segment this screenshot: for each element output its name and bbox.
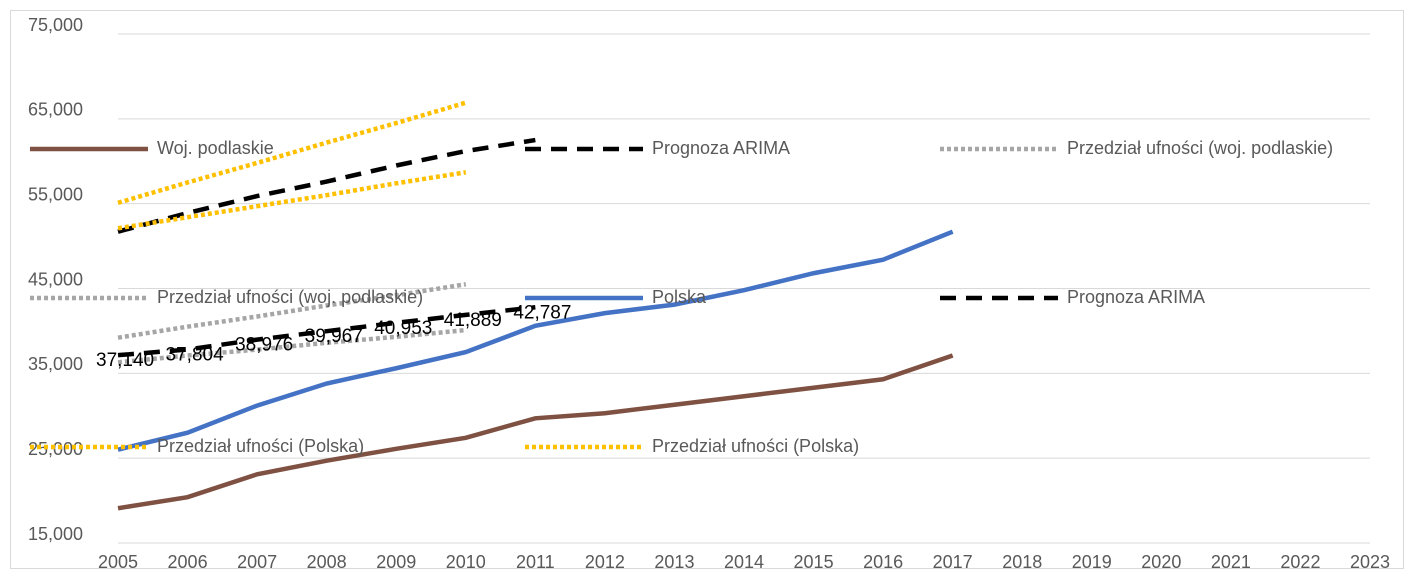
series-line [117,170,467,231]
series-line [117,100,467,205]
legend-label: Przedział ufności (Polska) [157,436,364,456]
x-tick-label: 2023 [1350,552,1390,572]
x-tick-label: 2017 [933,552,973,572]
y-tick-label: 65,000 [28,100,83,120]
legend-label: Przedział ufności (woj. podlaskie) [157,287,423,307]
x-tick-label: 2021 [1211,552,1251,572]
series-line [117,305,536,358]
y-tick-label: 55,000 [28,184,83,204]
legend-label: Prognoza ARIMA [1067,287,1205,307]
data-label: 37,804 [166,345,225,366]
series-line [117,137,536,234]
chart-border [10,10,1404,569]
x-tick-label: 2019 [1072,552,1112,572]
legend-label: Polska [652,287,707,307]
x-tick-label: 2011 [516,552,555,572]
y-tick-label: 25,000 [28,439,83,459]
y-tick-label: 35,000 [28,354,83,374]
data-label: 38,976 [235,335,293,356]
y-tick-label: 45,000 [28,269,83,289]
legend-label: Przedział ufności (woj. podlaskie) [1067,138,1333,158]
x-tick-label: 2016 [863,552,903,572]
x-tick-label: 2007 [237,552,277,572]
x-tick-label: 2014 [724,552,764,572]
x-tick-label: 2009 [376,552,416,572]
data-label: 37,140 [96,350,154,371]
y-tick-label: 15,000 [28,524,83,544]
legend-label: Prognoza ARIMA [652,138,790,158]
legend-label: Przedział ufności (Polska) [652,436,859,456]
data-label: 41,889 [444,310,502,331]
x-tick-label: 2005 [98,552,138,572]
series-line [117,229,954,452]
x-tick-label: 2008 [307,552,347,572]
x-tick-label: 2015 [794,552,834,572]
data-label: 39,967 [305,326,363,347]
legend-label: Woj. podlaskie [157,138,274,158]
x-tick-label: 2013 [654,552,694,572]
x-tick-label: 2020 [1141,552,1181,572]
x-tick-label: 2018 [1002,552,1042,572]
data-label: 42,787 [513,302,571,323]
series-line [117,353,954,511]
series-line [117,282,467,340]
x-tick-label: 2006 [168,552,208,572]
x-tick-label: 2010 [446,552,486,572]
x-tick-label: 2022 [1280,552,1320,572]
x-tick-label: 2012 [585,552,625,572]
data-label: 40,953 [374,318,432,339]
series-line [117,327,466,365]
y-tick-label: 75,000 [28,15,83,35]
